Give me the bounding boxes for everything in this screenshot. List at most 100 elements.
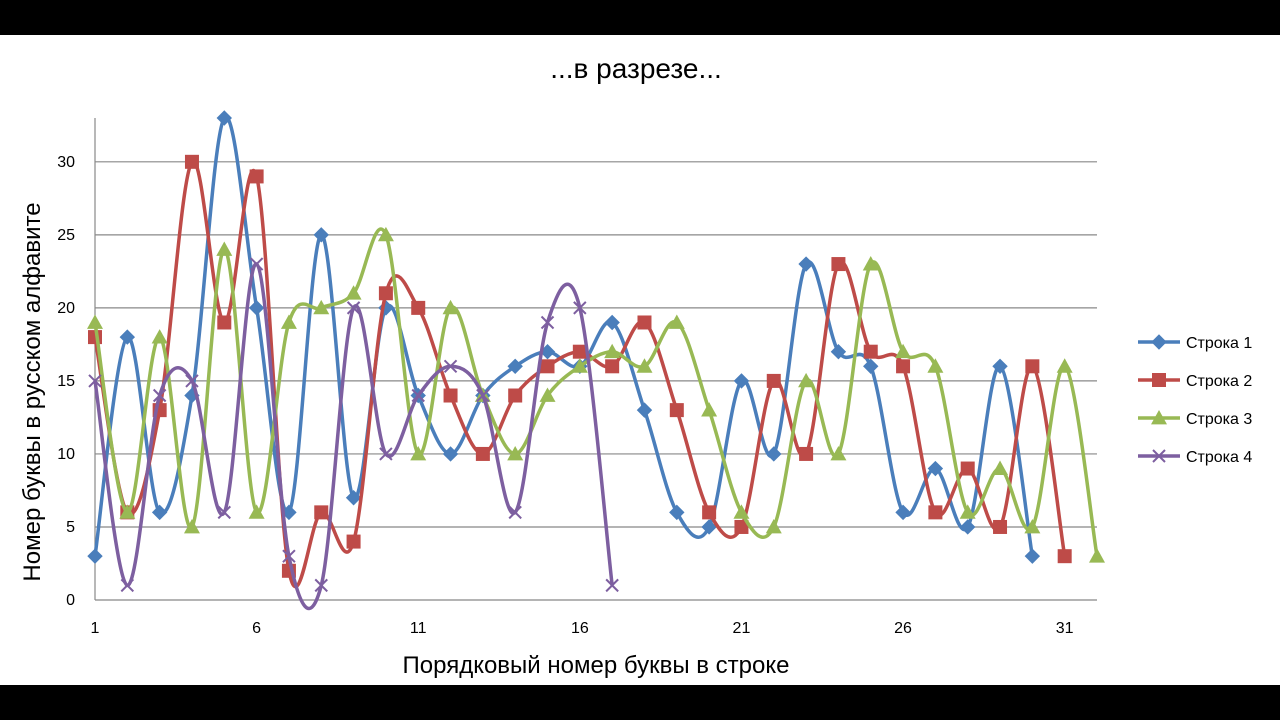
x-tick-label: 11 xyxy=(410,620,427,637)
data-point xyxy=(87,548,103,564)
data-point xyxy=(733,373,750,389)
x-tick-label: 16 xyxy=(571,620,589,637)
legend: Строка 1 Строка 2 Строка 3 Строка 4 xyxy=(1138,334,1252,466)
series-layer xyxy=(87,110,1105,611)
data-point xyxy=(862,256,879,271)
data-point xyxy=(992,460,1009,475)
y-tick-label: 15 xyxy=(57,373,75,390)
data-point xyxy=(346,301,361,315)
data-point xyxy=(346,534,361,549)
x-tick-label: 26 xyxy=(894,620,912,637)
data-point xyxy=(701,402,718,417)
data-point xyxy=(443,359,458,374)
data-point xyxy=(282,549,296,563)
data-point xyxy=(993,519,1008,534)
data-point xyxy=(345,490,362,506)
data-point xyxy=(475,446,490,461)
legend-marker xyxy=(1152,449,1166,463)
legend-item: Строка 2 xyxy=(1138,373,1252,390)
data-point xyxy=(1024,518,1041,534)
data-point xyxy=(572,344,587,359)
data-point xyxy=(345,285,362,300)
data-point xyxy=(314,505,329,520)
data-point xyxy=(830,343,847,360)
y-tick-label: 10 xyxy=(57,446,75,463)
data-point xyxy=(636,358,653,373)
data-point xyxy=(1025,359,1040,374)
x-tick-label: 31 xyxy=(1056,620,1074,637)
y-tick-label: 0 xyxy=(66,592,75,609)
data-point xyxy=(378,286,393,301)
data-point xyxy=(668,314,685,329)
legend-item: Строка 1 xyxy=(1138,334,1252,352)
data-point xyxy=(830,445,847,461)
y-tick-label: 5 xyxy=(66,519,75,536)
legend-item: Строка 3 xyxy=(1138,410,1252,428)
data-point xyxy=(798,256,814,272)
data-point xyxy=(248,300,265,316)
data-point xyxy=(798,372,815,388)
series-1 xyxy=(87,110,1041,564)
legend-label: Строка 3 xyxy=(1186,411,1252,428)
data-point xyxy=(734,519,749,534)
legend-label: Строка 1 xyxy=(1186,335,1252,352)
data-point xyxy=(119,504,136,519)
data-point xyxy=(508,505,522,520)
data-point xyxy=(313,299,330,315)
data-point xyxy=(766,373,781,388)
data-point xyxy=(863,344,878,359)
data-point xyxy=(1024,548,1041,564)
data-point xyxy=(540,315,555,330)
data-point xyxy=(573,301,587,315)
data-point xyxy=(87,314,103,329)
data-point xyxy=(411,300,426,315)
legend-label: Строка 2 xyxy=(1186,373,1252,390)
data-point xyxy=(605,578,619,593)
data-point xyxy=(217,315,232,330)
data-point xyxy=(669,504,685,521)
data-point xyxy=(377,226,394,242)
data-point xyxy=(765,518,782,534)
data-point xyxy=(185,374,199,388)
data-point xyxy=(1057,549,1072,564)
series-3 xyxy=(87,226,1105,563)
data-point xyxy=(152,388,167,403)
data-point xyxy=(669,403,684,418)
data-point xyxy=(442,299,459,315)
data-point xyxy=(248,504,265,519)
data-point xyxy=(216,241,233,256)
data-point xyxy=(959,504,976,519)
data-point xyxy=(280,314,297,329)
data-point xyxy=(733,504,750,519)
series-line xyxy=(93,262,614,611)
data-point xyxy=(895,504,911,521)
x-tick-label: 6 xyxy=(252,620,261,637)
data-point xyxy=(571,358,588,373)
series-2 xyxy=(88,154,1072,589)
data-point xyxy=(508,388,523,403)
data-point xyxy=(313,227,329,243)
legend-item: Строка 4 xyxy=(1138,449,1252,466)
legend-marker xyxy=(1151,410,1167,425)
axes xyxy=(94,118,1097,601)
data-point xyxy=(443,388,458,403)
data-point xyxy=(151,504,168,521)
data-point xyxy=(184,154,199,169)
data-point xyxy=(702,505,717,520)
data-point xyxy=(442,446,459,462)
data-point xyxy=(1056,358,1073,373)
y-axis-label: Номер буквы в русском алфавите xyxy=(19,202,46,581)
data-point xyxy=(539,387,556,402)
data-point xyxy=(604,314,620,331)
y-tick-label: 25 xyxy=(57,227,75,244)
legend-label: Строка 4 xyxy=(1186,449,1252,466)
data-point xyxy=(605,359,620,374)
data-point xyxy=(636,402,653,418)
data-point xyxy=(507,358,523,375)
data-point xyxy=(151,329,168,344)
data-point xyxy=(183,518,200,534)
data-point xyxy=(895,343,912,359)
data-point xyxy=(88,374,102,388)
